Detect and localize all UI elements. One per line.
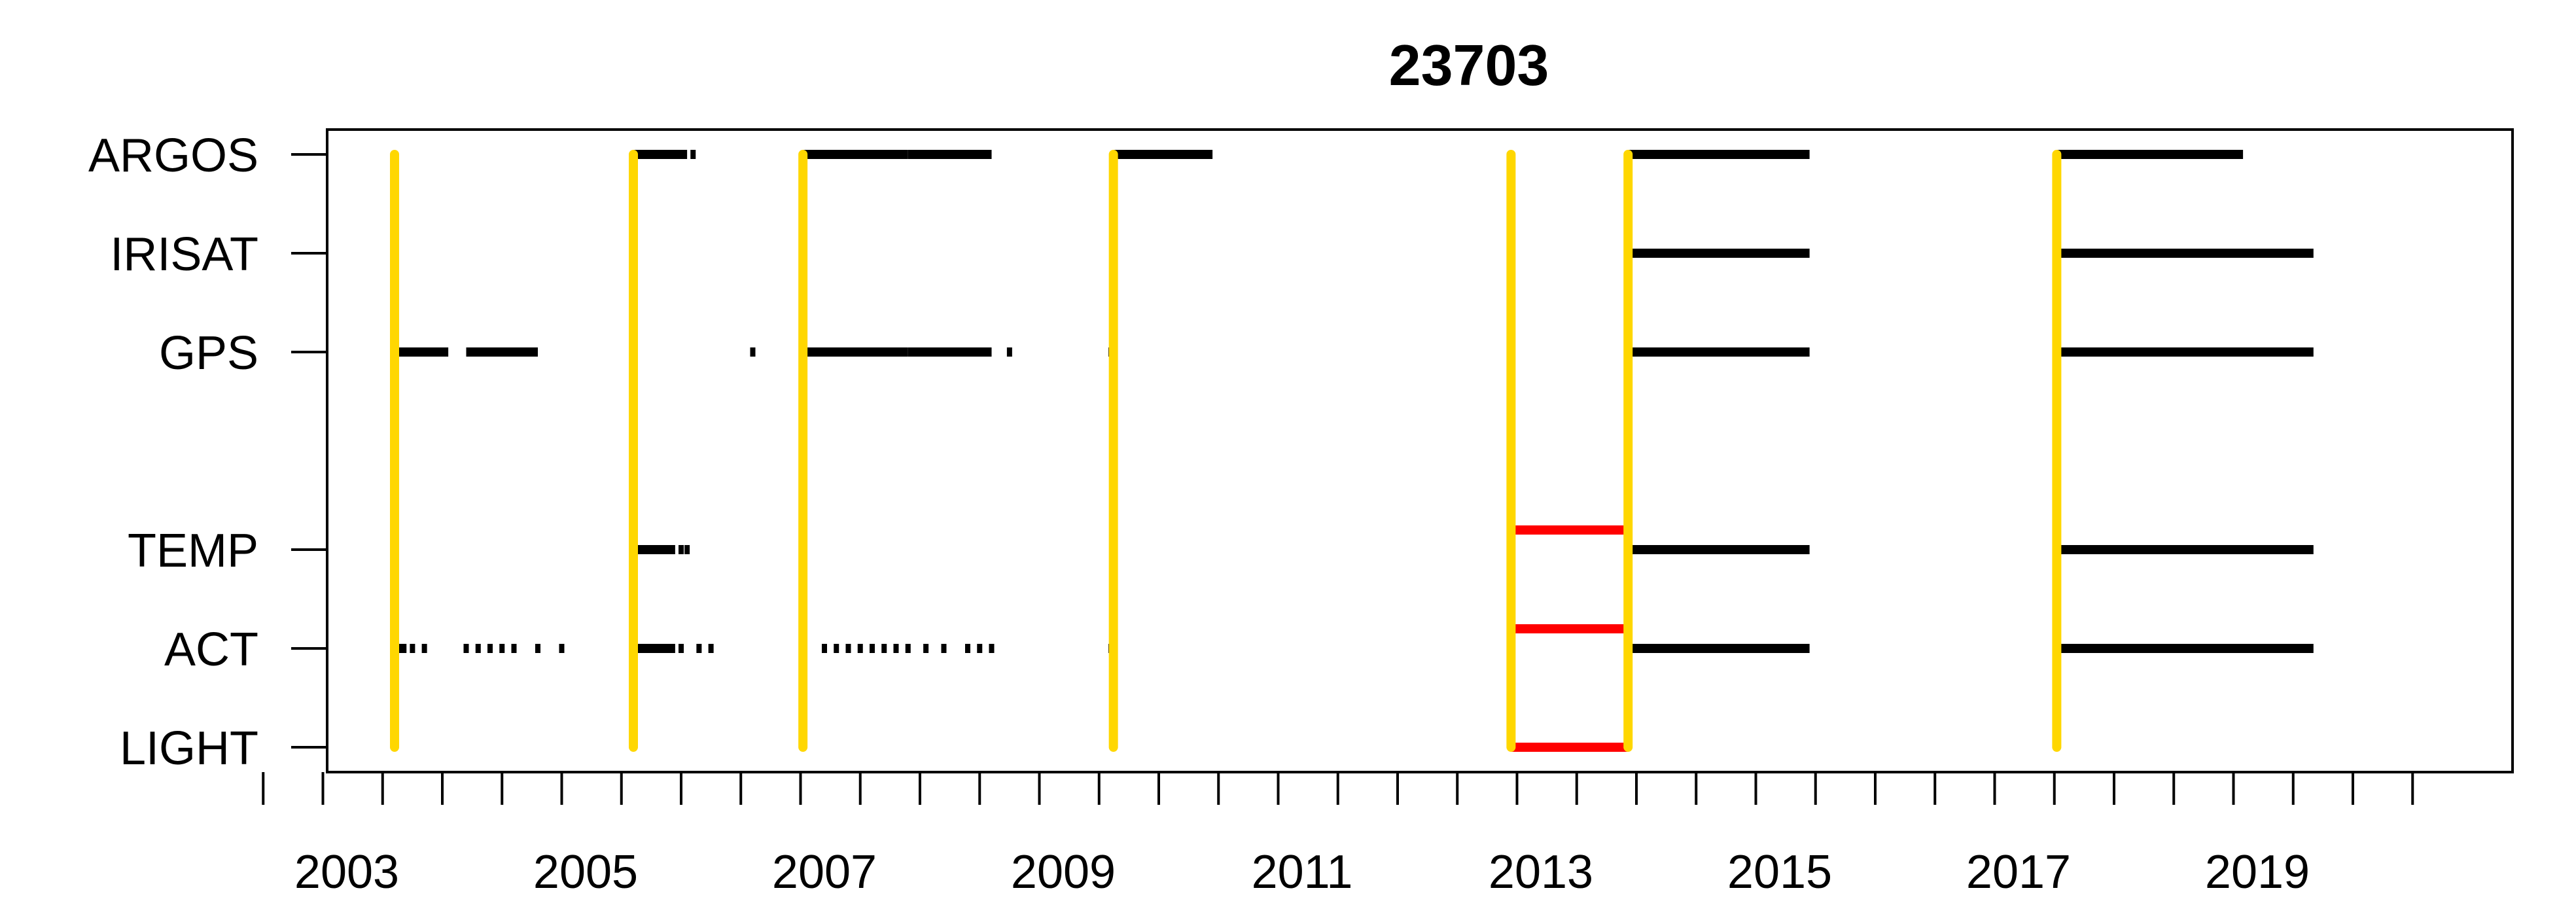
segments-layer: [395, 150, 2314, 653]
x-tick-label: 2013: [1489, 846, 1593, 898]
gaps-layer: [1511, 525, 1629, 752]
x-tick-label: 2003: [294, 846, 399, 898]
deployments-layer: [390, 150, 2062, 752]
y-tick-label: IRISAT: [110, 228, 258, 281]
chart-title: 23703: [1389, 33, 1549, 97]
x-tick-label: 2009: [1011, 846, 1116, 898]
y-tick-label: GPS: [159, 327, 258, 380]
x-tick-label: 2007: [772, 846, 877, 898]
y-tick-label: ARGOS: [88, 130, 258, 182]
x-tick-label: 2015: [1727, 846, 1832, 898]
x-tick-label: 2011: [1252, 846, 1353, 898]
x-axis: 2003 2005 2007 2009 2011 2013 2015 2017 2019: [262, 772, 2414, 898]
x-tick-label: 2005: [533, 846, 638, 898]
y-tick-label: TEMP: [128, 525, 258, 577]
y-axis: ARGOS IRISAT GPS TEMP ACT LIGHT: [88, 130, 327, 775]
x-tick-label: 2019: [2205, 846, 2310, 898]
y-tick-label: LIGHT: [120, 722, 258, 775]
x-tick-label: 2017: [1966, 846, 2071, 898]
plot-frame: [326, 128, 2514, 773]
y-tick-label: ACT: [164, 624, 258, 676]
